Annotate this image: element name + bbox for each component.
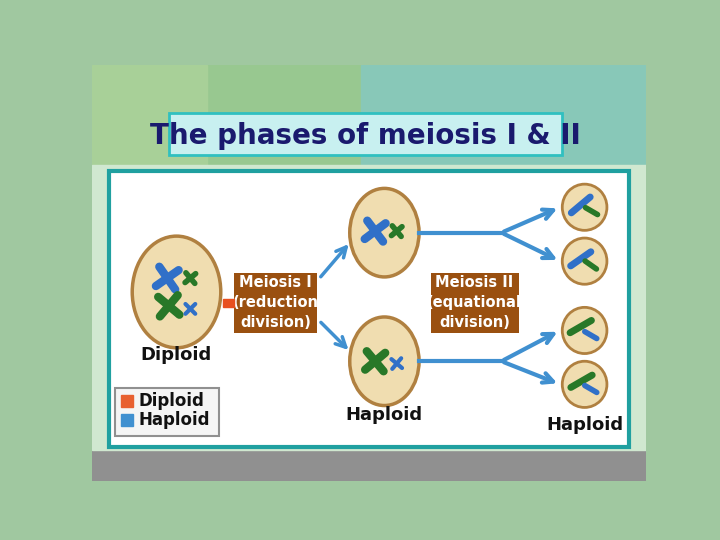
Text: The phases of meiosis I & II: The phases of meiosis I & II <box>150 122 580 150</box>
Text: Haploid: Haploid <box>346 406 423 424</box>
Text: Diploid: Diploid <box>138 392 204 410</box>
Text: Meiosis II
(equational
division): Meiosis II (equational division) <box>427 275 522 330</box>
Bar <box>92 450 647 481</box>
Text: Diploid: Diploid <box>141 346 212 364</box>
Bar <box>92 65 207 165</box>
Ellipse shape <box>350 188 419 277</box>
Bar <box>121 414 133 426</box>
Ellipse shape <box>132 236 221 348</box>
Bar <box>222 299 234 307</box>
Ellipse shape <box>562 361 607 408</box>
Text: Meiosis I
(reduction
division): Meiosis I (reduction division) <box>233 275 319 330</box>
Bar <box>92 65 647 165</box>
Bar <box>361 65 647 165</box>
FancyBboxPatch shape <box>168 112 562 155</box>
Ellipse shape <box>562 307 607 354</box>
Text: Haploid: Haploid <box>546 416 624 434</box>
Ellipse shape <box>562 238 607 284</box>
Ellipse shape <box>350 317 419 406</box>
FancyBboxPatch shape <box>234 273 318 333</box>
Text: Haploid: Haploid <box>138 411 210 429</box>
Ellipse shape <box>562 184 607 231</box>
FancyBboxPatch shape <box>109 171 629 447</box>
Bar <box>121 395 133 408</box>
FancyBboxPatch shape <box>431 273 519 333</box>
Bar <box>92 165 647 450</box>
FancyBboxPatch shape <box>115 388 219 436</box>
